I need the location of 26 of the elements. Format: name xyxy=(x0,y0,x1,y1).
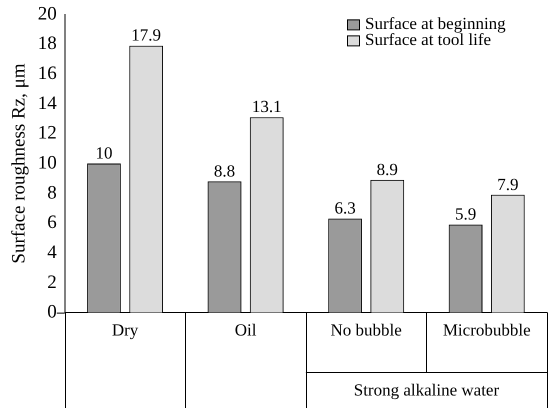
y-tick-label: 10 xyxy=(38,152,57,174)
data-label: 6.3 xyxy=(334,198,356,218)
x-tick-label: No bubble xyxy=(330,320,402,340)
y-tick-label: 2 xyxy=(47,272,57,293)
data-label: 13.1 xyxy=(252,97,282,116)
y-tick-label: 0 xyxy=(47,302,57,323)
y-tick-label: 20 xyxy=(38,3,57,24)
y-tick-label: 18 xyxy=(38,33,57,54)
legend-label: Surface at beginning xyxy=(365,14,506,33)
data-label: 8.8 xyxy=(214,161,236,180)
data-label: 8.9 xyxy=(376,160,398,179)
x-tick-label: Microbubble xyxy=(442,320,531,340)
y-axis-title: Surface roughness Rz, μm xyxy=(8,63,30,264)
y-tick-label: 4 xyxy=(47,242,58,263)
data-label: 7.9 xyxy=(497,174,518,194)
y-tick-label: 16 xyxy=(38,63,57,84)
y-tick-label: 6 xyxy=(47,212,57,234)
y-tick-label: 8 xyxy=(47,182,57,204)
y-tick-label: 12 xyxy=(38,122,57,144)
data-label: 10 xyxy=(95,143,112,162)
x-tick-label: Oil xyxy=(234,320,257,340)
y-tick-label: 14 xyxy=(38,92,58,114)
text: Strong alkaline water xyxy=(354,380,500,400)
data-label: 5.9 xyxy=(455,204,476,224)
x-tick-label: Dry xyxy=(112,320,139,340)
data-label: 17.9 xyxy=(131,26,162,45)
